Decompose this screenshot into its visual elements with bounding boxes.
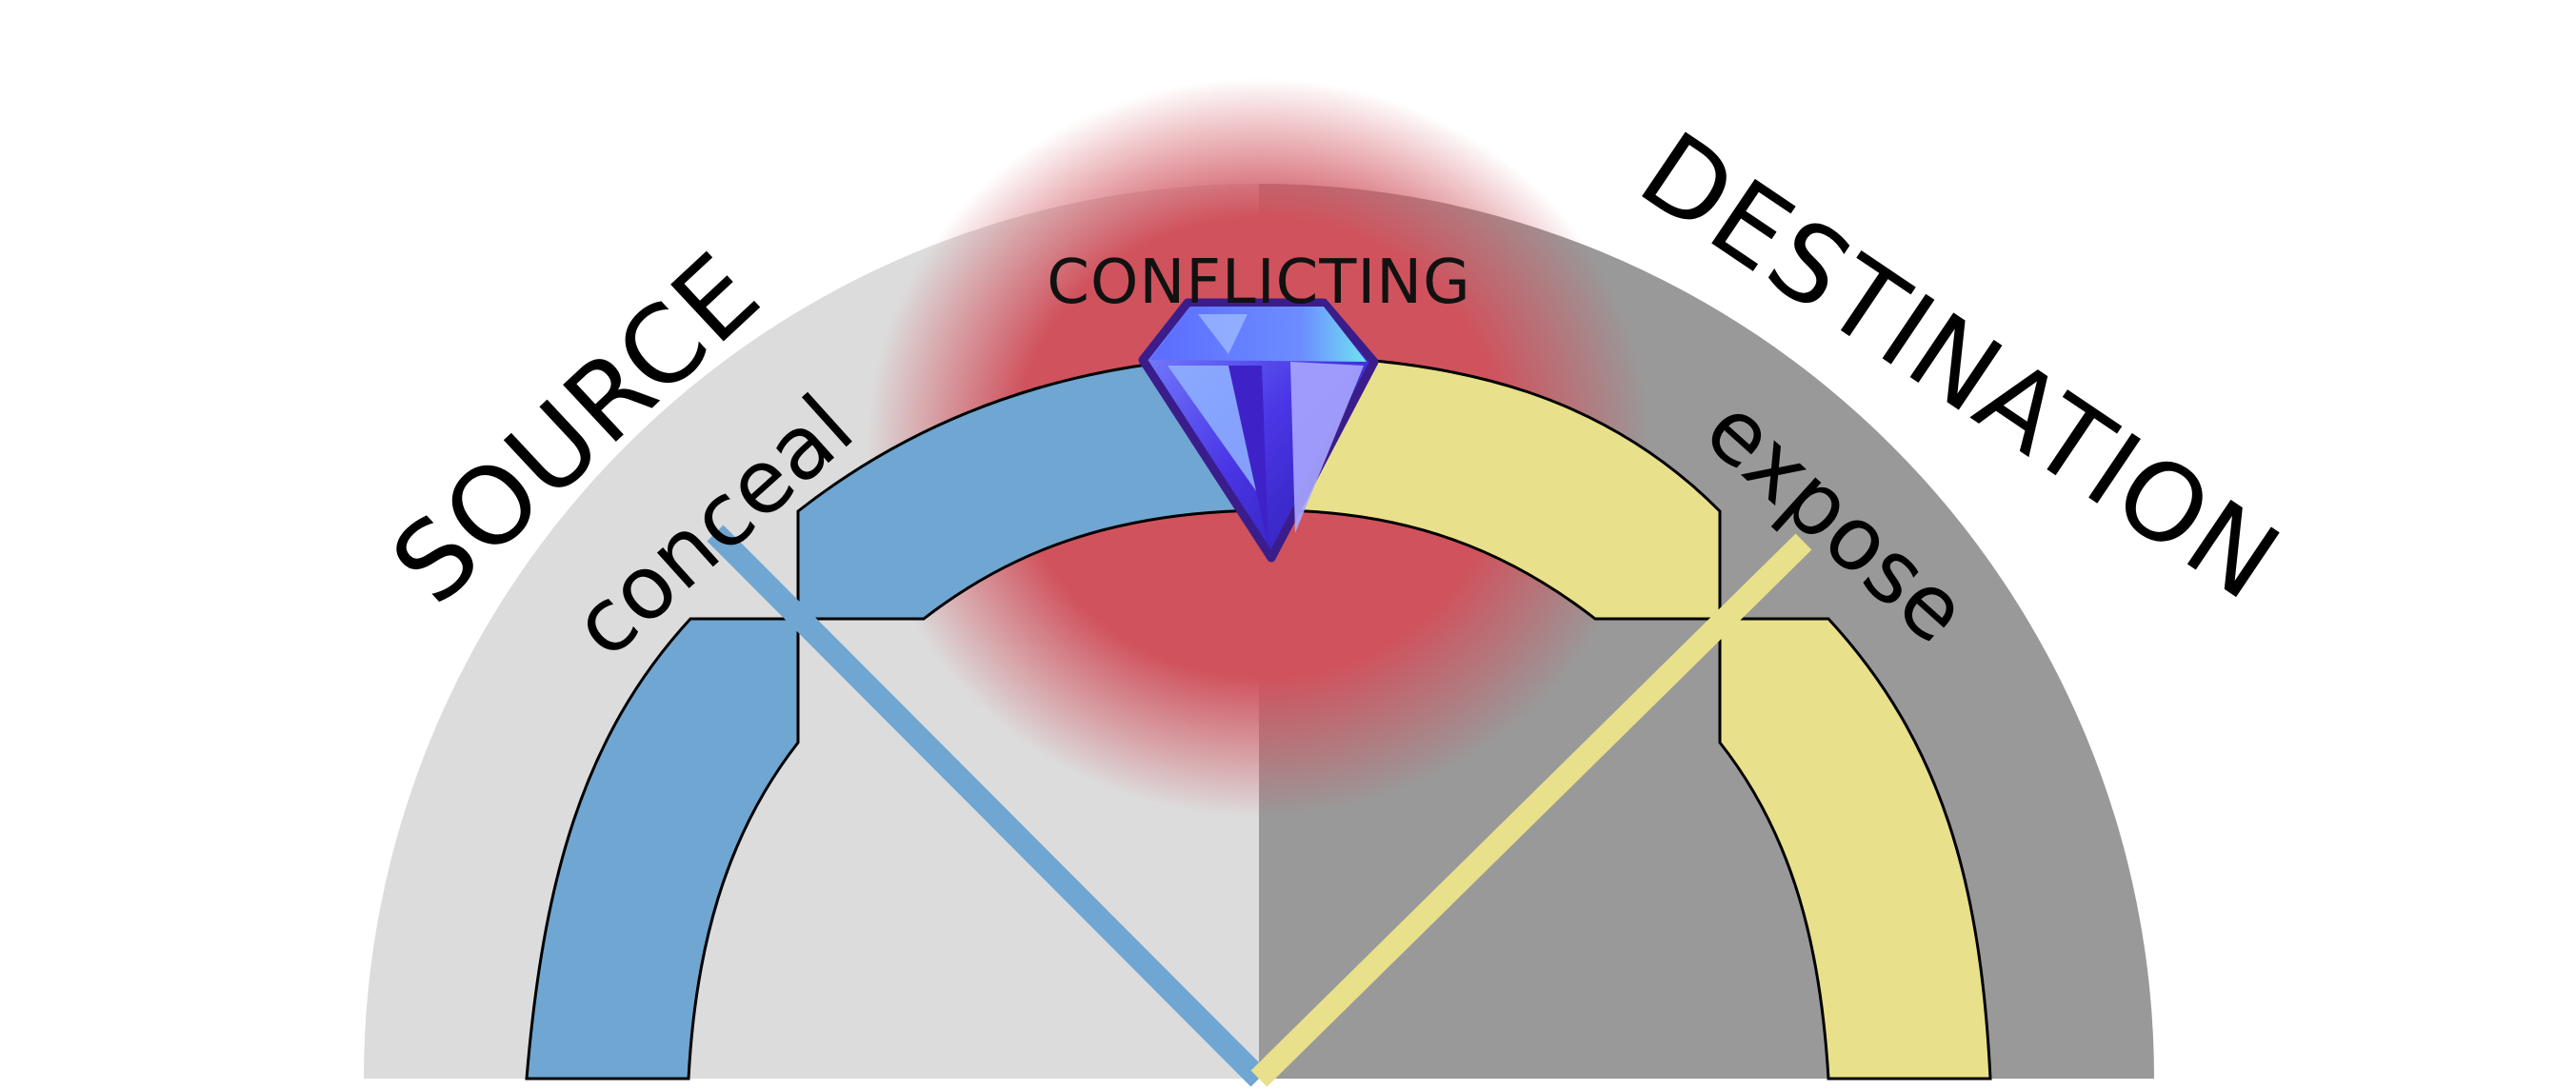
conceal-beam [707, 525, 1268, 1087]
expose-band [1269, 354, 1992, 1081]
expose-beam [1250, 533, 1812, 1087]
diamond-icon [1138, 298, 1379, 563]
conflicting-label: CONFLICTING [1047, 248, 1470, 318]
